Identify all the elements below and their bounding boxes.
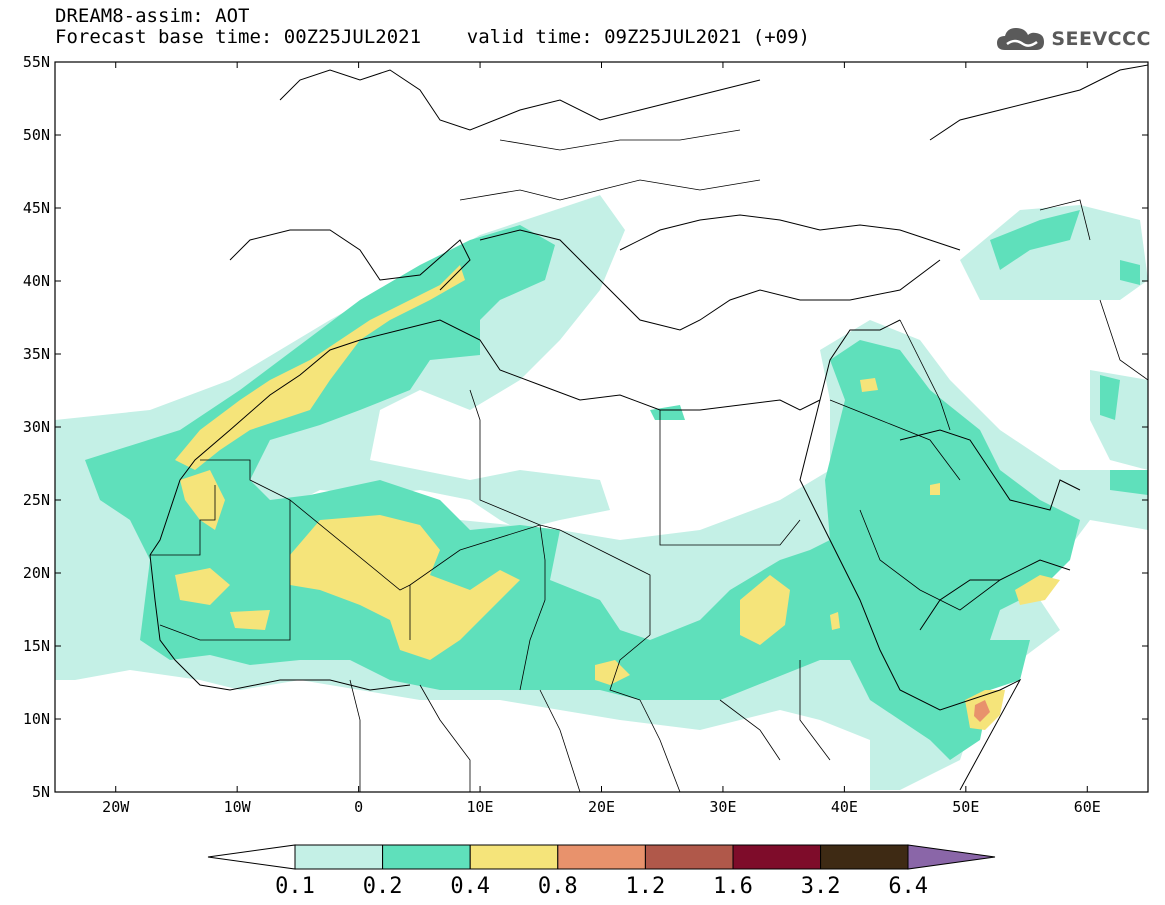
- aot-band-0.8: [974, 700, 990, 722]
- lon-tick-label: 30E: [709, 798, 736, 816]
- lat-tick-label: 45N: [23, 199, 50, 217]
- cloud-icon: [997, 28, 1045, 50]
- lon-tick-label: 10W: [224, 798, 252, 816]
- lat-tick-label: 25N: [23, 491, 50, 509]
- colorbar-swatch: [732, 844, 822, 870]
- colorbar: 0.1 0.2 0.4 0.8 1.2 1.6 3.2 6.4: [207, 844, 996, 899]
- lat-tick-label: 20N: [23, 564, 50, 582]
- lat-tick-label: 50N: [23, 126, 50, 144]
- lon-tick-label: 20W: [102, 798, 130, 816]
- lat-axis: 55N 50N 45N 40N 35N 30N 25N 20N 15N 10N 5N: [23, 53, 1148, 801]
- colorbar-label: 6.4: [888, 874, 928, 899]
- colorbar-label: 0.1: [275, 874, 315, 899]
- lat-tick-label: 10N: [23, 710, 50, 728]
- lon-tick-label: 60E: [1074, 798, 1101, 816]
- lon-tick-label: 0: [354, 798, 363, 816]
- colorbar-right-arrow: [907, 844, 996, 870]
- colorbar-swatch: [557, 844, 646, 870]
- lon-tick-label: 20E: [588, 798, 615, 816]
- lat-tick-label: 55N: [23, 53, 50, 71]
- colorbar-swatch: [382, 844, 471, 870]
- lon-axis: 20W 10W 0 10E 20E 30E 40E 50E 60E: [102, 62, 1101, 816]
- lat-tick-label: 40N: [23, 272, 50, 290]
- coastlines: [149, 64, 1148, 791]
- country-borders: [150, 129, 1148, 792]
- colorbar-swatch: [294, 844, 384, 870]
- colorbar-label: 1.6: [713, 874, 753, 899]
- colorbar-swatch: [820, 844, 909, 870]
- lon-tick-label: 40E: [831, 798, 858, 816]
- seevccc-logo: SEEVCCC: [995, 24, 1151, 54]
- lat-tick-label: 35N: [23, 345, 50, 363]
- lat-tick-label: 15N: [23, 637, 50, 655]
- forecast-time-line: Forecast base time: 00Z25JUL2021 valid t…: [55, 26, 810, 48]
- lat-tick-label: 30N: [23, 418, 50, 436]
- logo-text: SEEVCCC: [1051, 28, 1151, 50]
- aot-band-0.4: [175, 265, 1060, 730]
- colorbar-swatch: [469, 844, 559, 870]
- colorbar-label: 0.8: [538, 874, 578, 899]
- colorbar-label: 1.2: [626, 874, 666, 899]
- aot-contours: [55, 62, 1148, 792]
- colorbar-swatch: [644, 844, 734, 870]
- map-title: DREAM8-assim: AOT: [55, 5, 250, 27]
- lon-tick-label: 50E: [952, 798, 979, 816]
- lon-tick-label: 10E: [467, 798, 494, 816]
- colorbar-left-arrow: [207, 844, 296, 870]
- colorbar-label: 0.4: [450, 874, 490, 899]
- colorbar-label: 3.2: [801, 874, 841, 899]
- lat-tick-label: 5N: [32, 783, 50, 801]
- colorbar-label: 0.2: [363, 874, 403, 899]
